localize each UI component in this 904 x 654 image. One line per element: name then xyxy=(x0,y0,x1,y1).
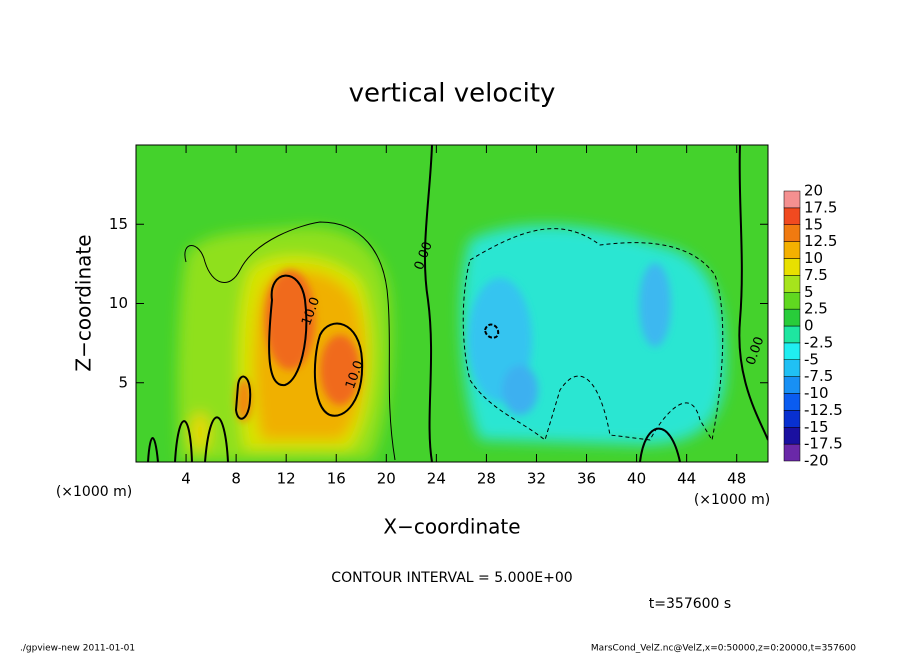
colorbar-label: 20 xyxy=(804,182,823,200)
x-tick-label: 4 xyxy=(181,470,191,488)
time-label: t=357600 s xyxy=(649,596,731,612)
x-tick-label: 8 xyxy=(231,470,241,488)
colorbar-cell xyxy=(783,393,801,411)
x-axis-label: X−coordinate xyxy=(383,515,520,539)
x-unit-label: (×1000 m) xyxy=(56,484,132,500)
footer-left: ./gpview-new 2011-01-01 xyxy=(20,644,135,654)
colorbar-label: -20 xyxy=(804,452,829,470)
x-tick-label: 24 xyxy=(427,470,446,488)
colorbar-label: -10 xyxy=(804,384,829,402)
colorbar-cell xyxy=(783,325,801,344)
colorbar-label: 7.5 xyxy=(804,266,828,284)
colorbar-label: 10 xyxy=(804,249,823,267)
x-tick-label: 48 xyxy=(727,470,746,488)
x-unit-label: (×1000 m) xyxy=(694,492,770,508)
colorbar-cell xyxy=(783,410,801,428)
y-tick-label: 15 xyxy=(109,215,128,233)
y-tick-label: 5 xyxy=(118,373,128,391)
colorbar-cell xyxy=(783,207,801,225)
colorbar-cell xyxy=(783,342,801,360)
x-tick-label: 44 xyxy=(677,470,696,488)
colorbar-cell xyxy=(783,359,801,377)
x-tick-label: 40 xyxy=(627,470,646,488)
colorbar-cell xyxy=(783,275,801,293)
colorbar-label: -7.5 xyxy=(804,367,833,385)
colorbar-label: -2.5 xyxy=(804,333,833,351)
x-tick-label: 12 xyxy=(277,470,296,488)
footer-right: MarsCond_VelZ.nc@VelZ,x=0:50000,z=0:2000… xyxy=(591,644,856,654)
colorbar-label: 5 xyxy=(804,283,814,301)
x-tick-label: 20 xyxy=(377,470,396,488)
colorbar-label: 0 xyxy=(804,317,814,335)
colorbar-label: 2.5 xyxy=(804,300,828,318)
chart-title: vertical velocity xyxy=(349,79,556,109)
colorbar-label: -15 xyxy=(804,418,829,436)
colorbar-label: 17.5 xyxy=(804,198,837,216)
colorbar-cell xyxy=(783,190,801,209)
colorbar-label: -12.5 xyxy=(804,401,843,419)
colorbar-cell xyxy=(783,443,801,462)
y-axis-label: Z−coordinate xyxy=(72,234,96,371)
colorbar-cell xyxy=(783,427,801,445)
colorbar-label: 12.5 xyxy=(804,232,837,250)
colorbar-label: -17.5 xyxy=(804,435,843,453)
colorbar-label: 15 xyxy=(804,215,823,233)
field-shading xyxy=(136,145,768,462)
x-tick-label: 36 xyxy=(577,470,596,488)
x-tick-label: 32 xyxy=(527,470,546,488)
colorbar-label: -5 xyxy=(804,350,819,368)
colorbar-cell xyxy=(783,241,801,259)
x-tick-label: 16 xyxy=(327,470,346,488)
x-tick-label: 28 xyxy=(477,470,496,488)
colorbar-cell xyxy=(783,376,801,394)
y-tick-label: 10 xyxy=(109,294,128,312)
colorbar-cell xyxy=(783,292,801,310)
colorbar-cell xyxy=(783,258,801,276)
colorbar-cell xyxy=(783,224,801,242)
contour-interval: CONTOUR INTERVAL = 5.000E+00 xyxy=(331,570,572,586)
colorbar-cell xyxy=(783,308,801,327)
